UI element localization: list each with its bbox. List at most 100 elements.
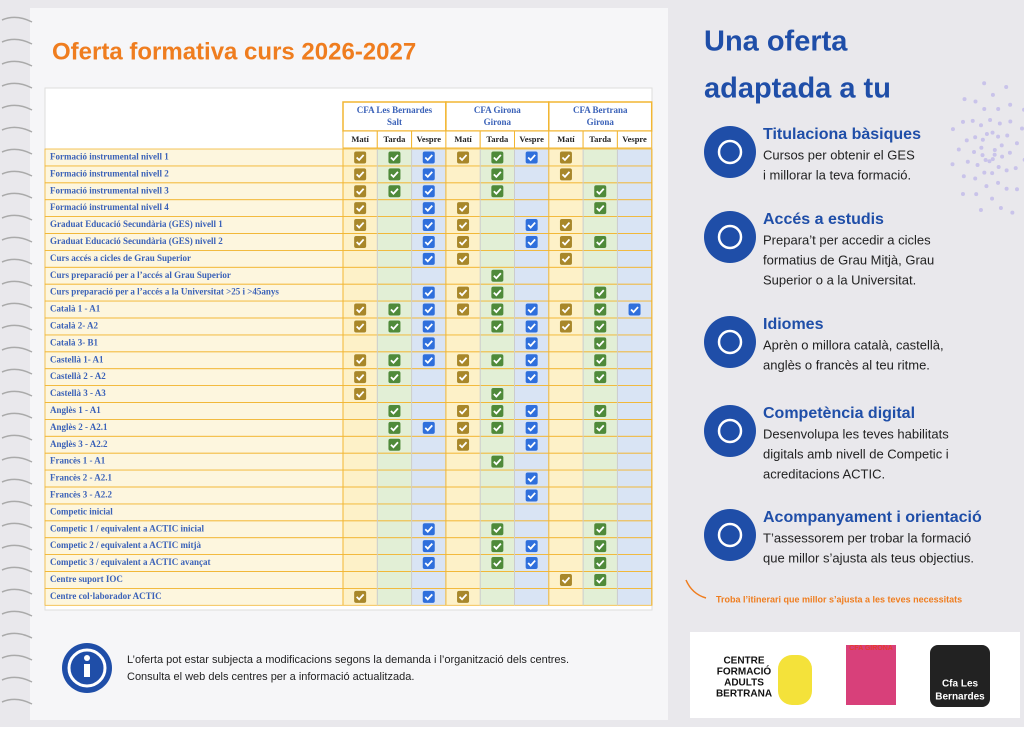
checkbox-tick xyxy=(527,306,536,314)
spiral-ring xyxy=(1,324,33,331)
checkbox-box xyxy=(559,168,572,181)
row-label: Anglès 1 - A1 xyxy=(50,405,101,415)
checkbox xyxy=(422,286,435,299)
checkbox-tick xyxy=(596,374,605,381)
deco-dot xyxy=(1004,186,1009,191)
checkbox-box xyxy=(457,354,470,367)
deco-dot xyxy=(1010,210,1015,215)
checkbox-tick xyxy=(356,205,365,212)
checkbox-tick xyxy=(458,238,468,246)
row-label: Centre col·laborador ACTIC xyxy=(50,591,162,601)
deco-dot xyxy=(992,148,997,152)
checkbox xyxy=(594,354,607,367)
checkbox xyxy=(491,455,504,468)
checkbox-tick xyxy=(390,323,399,331)
spiral-ring xyxy=(1,654,33,661)
item-title: Idiomes xyxy=(763,316,824,333)
checkbox xyxy=(457,371,470,384)
checkbox-tick xyxy=(390,306,399,314)
checkbox-box xyxy=(594,235,607,248)
checkbox-tick xyxy=(458,221,468,229)
item-text: acreditacions ACTIC. xyxy=(763,466,885,481)
deco-dot xyxy=(992,152,997,157)
row-label: Formació instrumental nivell 4 xyxy=(50,202,169,212)
checkbox-tick xyxy=(561,171,571,179)
checkbox-box xyxy=(388,421,401,434)
checkbox xyxy=(559,168,572,181)
deco-dot xyxy=(990,130,995,135)
item-text: Prepara’t per accedir a cicles xyxy=(763,232,931,247)
checkbox xyxy=(491,168,504,181)
checkbox-box xyxy=(491,303,504,316)
item-icon xyxy=(704,509,756,561)
checkbox xyxy=(525,557,538,570)
row-label: Graduat Educació Secundària (GES) nivell… xyxy=(50,219,223,229)
checkbox xyxy=(457,354,470,367)
checkbox xyxy=(422,540,435,553)
checkbox xyxy=(525,354,538,367)
checkbox-box xyxy=(457,219,470,232)
deco-dot xyxy=(973,135,978,140)
checkbox-tick xyxy=(458,357,468,365)
checkbox-box xyxy=(422,320,435,333)
spiral-ring xyxy=(1,16,33,23)
checkbox xyxy=(491,557,504,570)
checkbox-box xyxy=(594,404,607,417)
checkbox-box xyxy=(354,168,367,181)
deco-dot xyxy=(998,206,1003,211)
spiral-ring xyxy=(1,456,33,463)
item-text: Superior o a la Universitat. xyxy=(763,272,916,287)
checkbox-tick xyxy=(527,340,536,348)
spiral-ring xyxy=(1,126,33,133)
deco-dot xyxy=(997,121,1002,126)
checkbox-tick xyxy=(356,357,365,365)
spiral-ring xyxy=(1,566,33,573)
shift-column xyxy=(411,149,446,606)
deco-dot xyxy=(982,170,987,175)
checkbox-tick xyxy=(561,238,571,246)
row-label: Competic 1 / equivalent a ACTIC inicial xyxy=(50,523,205,533)
shift-label: Matí xyxy=(351,134,369,144)
checkbox-tick xyxy=(458,306,468,314)
checkbox xyxy=(422,523,435,536)
centre-name: Girona xyxy=(484,117,512,127)
checkbox-box xyxy=(354,151,367,164)
checkbox xyxy=(457,303,470,316)
checkbox-tick xyxy=(527,559,536,567)
checkbox xyxy=(388,320,401,333)
row-label: Competic 2 / equivalent a ACTIC mitjà xyxy=(50,540,201,550)
sidebar-title: Una oferta xyxy=(704,26,848,58)
spiral-ring xyxy=(1,588,33,595)
checkbox xyxy=(422,590,435,603)
checkbox-box xyxy=(388,303,401,316)
checkbox-box xyxy=(388,185,401,198)
checkbox xyxy=(457,252,470,265)
checkbox-tick xyxy=(561,576,571,584)
checkbox-tick xyxy=(424,526,433,534)
checkbox-tick xyxy=(527,323,536,331)
checkbox xyxy=(594,202,607,215)
spiral-ring xyxy=(1,346,33,353)
checkbox-tick xyxy=(493,458,502,466)
checkbox-tick xyxy=(356,154,365,162)
checkbox-box xyxy=(525,235,538,248)
cta: Troba l’itinerari que millor s’ajusta a … xyxy=(716,594,962,604)
row-label: Anglès 2 - A2.1 xyxy=(50,422,108,432)
checkbox-tick xyxy=(493,272,502,280)
checkbox-tick xyxy=(493,559,502,567)
checkbox-box xyxy=(559,320,572,333)
checkbox-box xyxy=(422,219,435,232)
deco-dot xyxy=(979,145,984,150)
checkbox-tick xyxy=(390,188,399,196)
checkbox-tick xyxy=(493,306,502,314)
checkbox-box xyxy=(354,371,367,384)
checkbox-box xyxy=(354,202,367,215)
centre-name: CFA Girona xyxy=(474,105,521,115)
deco-dot xyxy=(1013,166,1018,171)
row-label: Anglès 3 - A2.2 xyxy=(50,439,108,449)
checkbox-tick xyxy=(458,289,468,297)
checkbox xyxy=(525,438,538,451)
spiral-ring xyxy=(1,214,33,221)
checkbox-box xyxy=(457,590,470,603)
spiral-ring xyxy=(1,632,33,639)
